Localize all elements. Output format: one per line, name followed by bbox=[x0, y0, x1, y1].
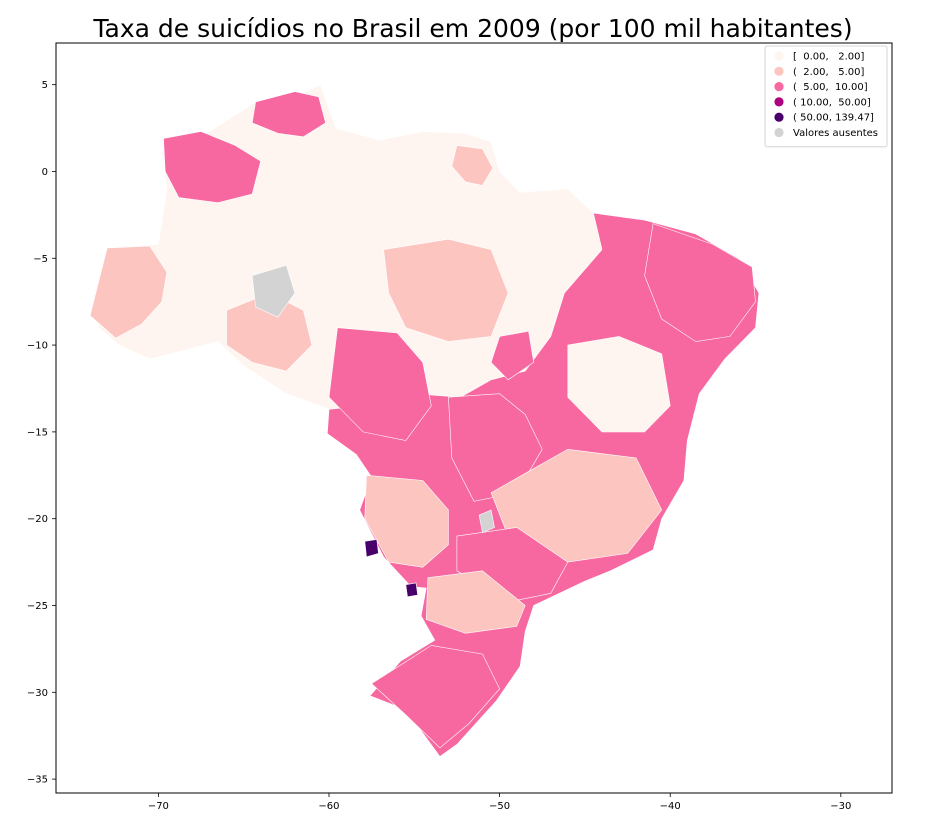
map-region-missing-2 bbox=[478, 509, 495, 534]
y-axis: 5 0 −5 −10 −15 −20 −25 −30 −35 bbox=[27, 80, 56, 786]
map-region-roraima-magenta bbox=[251, 91, 326, 138]
map-region-para-pink bbox=[383, 238, 509, 342]
map-region-rs-magenta bbox=[371, 645, 500, 749]
legend-label: ( 10.00, 50.00] bbox=[793, 97, 871, 108]
legend-marker bbox=[774, 112, 784, 122]
legend-marker bbox=[774, 97, 784, 107]
chart-title: Taxa de suicídios no Brasil em 2009 (por… bbox=[92, 14, 852, 43]
y-tick-label: −5 bbox=[33, 254, 48, 265]
legend-marker bbox=[774, 127, 784, 138]
legend-label: ( 50.00, 139.47] bbox=[793, 113, 874, 124]
y-tick-label: −20 bbox=[27, 514, 48, 525]
legend: [ 0.00, 2.00] ( 2.00, 5.00] ( 5.00, 10.00]… bbox=[764, 45, 888, 148]
y-tick-label: 5 bbox=[42, 80, 48, 91]
map-region-bahia-light bbox=[567, 336, 671, 433]
y-tick-label: −30 bbox=[27, 688, 48, 699]
y-tick-label: −25 bbox=[27, 601, 48, 612]
legend-label: Valores ausentes bbox=[793, 128, 878, 139]
y-tick-label: −10 bbox=[27, 341, 48, 352]
x-tick-label: −50 bbox=[489, 801, 510, 812]
plot-frame bbox=[55, 42, 893, 794]
map-region-mato-grosso-magenta bbox=[328, 327, 432, 441]
map-region-missing-1 bbox=[251, 264, 296, 318]
legend-label: ( 2.00, 5.00] bbox=[793, 67, 865, 78]
legend-marker bbox=[774, 66, 784, 76]
x-axis: −70 −60 −50 −40 −30 bbox=[148, 793, 851, 812]
map-region-tocantins-magenta bbox=[490, 330, 535, 381]
legend-marker bbox=[774, 51, 784, 61]
y-tick-label: −15 bbox=[27, 427, 48, 438]
legend-box bbox=[764, 45, 888, 148]
x-tick-label: −30 bbox=[830, 801, 851, 812]
map-region-west-pink-1 bbox=[89, 245, 168, 339]
x-tick-label: −70 bbox=[148, 801, 169, 812]
y-tick-label: 0 bbox=[42, 167, 48, 178]
y-tick-label: −35 bbox=[27, 775, 48, 786]
map-region-mato-grosso-sul-pink bbox=[364, 474, 449, 568]
map-region-class5-2 bbox=[405, 582, 419, 598]
map-layer bbox=[89, 84, 760, 757]
map-region-nordeste-coast-magenta bbox=[644, 223, 756, 342]
legend-marker bbox=[774, 82, 784, 92]
map-region-amazonas-magenta bbox=[163, 131, 262, 204]
x-tick-label: −40 bbox=[660, 801, 681, 812]
x-tick-label: −60 bbox=[318, 801, 339, 812]
legend-label: ( 5.00, 10.00] bbox=[793, 82, 868, 93]
map-region-parana-pink bbox=[425, 570, 526, 634]
legend-label: [ 0.00, 2.00] bbox=[793, 52, 865, 63]
map-region-class5-1 bbox=[364, 539, 379, 558]
map-region-amapa-pink bbox=[451, 145, 494, 186]
